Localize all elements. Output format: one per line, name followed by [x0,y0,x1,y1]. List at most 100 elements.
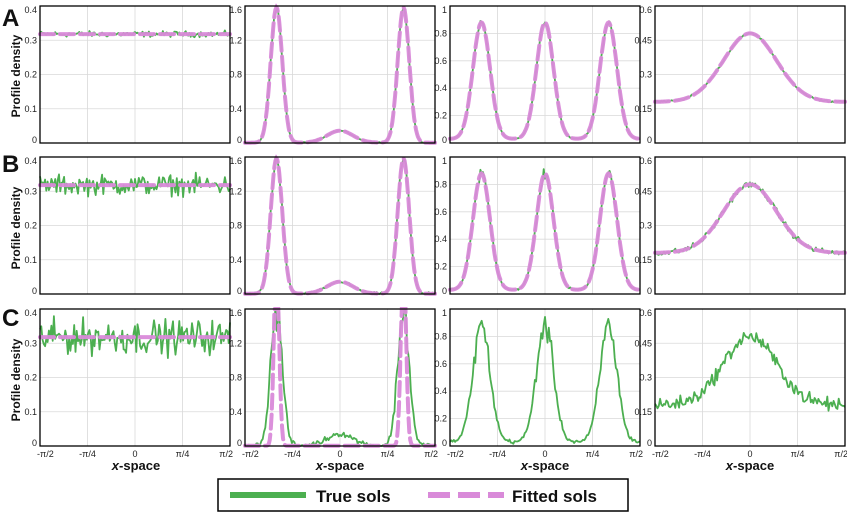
panel-frame [39,156,231,295]
xlabel-rest: -space [733,458,774,473]
x-tick-label: π/4 [586,449,600,459]
y-tick-label: 0.1 [24,255,37,265]
fitted-sols-line [448,170,642,292]
y-tick-label: 0.8 [434,179,447,189]
x-tick-label: -π/2 [447,449,464,459]
panel-frame [654,156,846,295]
y-tick-label: 0.4 [24,156,37,166]
y-tick-label: 0.3 [639,70,652,80]
xlabel-var: x [315,458,324,473]
y-tick-label: 1.6 [229,156,242,166]
xlabel-col-1: x-space [111,458,160,473]
panel-grid: 0 0.1 0.2 0.3 0.4 0 0.4 0.8 1.2 1.6 0 0.2 0.4 0.6 0.8 1… [24,3,847,459]
panel-frame [449,308,641,447]
y-tick-label: 0.45 [634,35,652,45]
y-tick-label: 0.6 [434,359,447,369]
y-tick-label: 1 [442,308,447,318]
y-tick-label: 0.3 [639,221,652,231]
y-tick-label: 0.2 [24,373,37,383]
y-tick-label: 0.2 [24,70,37,80]
y-tick-label: 0 [32,438,37,448]
x-tick-label: π/2 [424,449,438,459]
true-sols-line [449,315,641,445]
y-tick-label: 1.6 [229,308,242,318]
y-tick-label: 1 [442,156,447,166]
x-tick-label: 0 [337,449,342,459]
true-sols-line [654,331,846,412]
y-tick-label: 0.6 [639,5,652,15]
panel-frame [244,156,436,295]
y-tick-label: 0 [237,135,242,145]
y-tick-label: 0.3 [24,338,37,348]
panel-frame [654,5,846,144]
y-tick-label: 0.8 [434,28,447,38]
y-tick-label: 0.6 [639,308,652,318]
x-tick-label: -π/4 [694,449,711,459]
y-tick-label: 0.6 [639,156,652,166]
y-tick-label: 0.4 [24,308,37,318]
x-tick-label: -π/2 [652,449,669,459]
panel-b-2: 0 0.4 0.8 1.2 1.6 [229,154,437,296]
x-tick-label: 0 [747,449,752,459]
row-letter-b: B [2,151,19,178]
ylabel-row-c: Profile density [9,338,23,421]
fitted-sols-line [243,3,437,145]
panel-frame [244,308,436,447]
panel-c-3: 0 0.2 0.4 0.6 0.8 1 -π/2 -π/4 0 π/4 π/2 [434,308,643,459]
panel-frame [39,308,231,447]
y-tick-label: 0.4 [229,407,242,417]
panel-frame [244,5,436,144]
y-tick-label: 0.8 [229,373,242,383]
fitted-sols-line [243,154,437,296]
y-tick-label: 0 [442,135,447,145]
y-tick-label: 1 [442,5,447,15]
y-tick-label: 0.4 [434,234,447,244]
y-tick-label: 0.4 [434,83,447,93]
y-tick-label: 0 [237,438,242,448]
panel-frame [449,156,641,295]
y-tick-label: 1.2 [229,186,242,196]
y-tick-label: 0 [647,286,652,296]
xlabel-rest: -space [528,458,569,473]
panel-b-4: 0 0.15 0.3 0.45 0.6 [634,156,847,296]
y-tick-label: 0.2 [434,262,447,272]
y-tick-label: 0.6 [434,207,447,217]
legend-true-label: True sols [316,487,391,506]
x-tick-label: π/2 [629,449,643,459]
y-tick-label: 0.4 [434,386,447,396]
ylabel-row-b: Profile density [9,186,23,269]
x-tick-label: π/4 [381,449,395,459]
fitted-sols-line [448,19,642,141]
xlabel-col-4: x-space [725,458,774,473]
y-tick-label: 0.8 [229,221,242,231]
y-tick-label: 0 [237,286,242,296]
panel-a-4: 0 0.15 0.3 0.45 0.6 [634,5,847,145]
y-tick-label: 0.3 [24,35,37,45]
x-tick-label: π/2 [219,449,233,459]
y-tick-label: 0 [32,135,37,145]
x-tick-label: -π/2 [242,449,259,459]
x-tick-label: -π/2 [37,449,54,459]
y-tick-label: 0.2 [434,414,447,424]
ylabel-row-a: Profile density [9,34,23,117]
y-tick-label: 1.2 [229,338,242,348]
panel-c-2: 0 0.4 0.8 1.2 1.6 -π/2 -π/4 0 π/4 π/2 [229,307,438,459]
x-tick-label: 0 [132,449,137,459]
y-tick-label: 0.6 [434,56,447,66]
y-tick-label: 0 [442,438,447,448]
y-tick-label: 0.3 [24,186,37,196]
xlabel-var: x [725,458,734,473]
y-tick-label: 0.45 [634,338,652,348]
panel-frame [654,308,846,447]
x-tick-label: π/4 [791,449,805,459]
panel-c-4: 0 0.15 0.3 0.45 0.6 -π/2 -π/4 0 π/4 π/2 [634,308,847,459]
y-tick-label: 0.3 [639,373,652,383]
xlabel-col-3: x-space [520,458,569,473]
x-tick-label: -π/4 [284,449,301,459]
y-tick-label: 0.4 [229,104,242,114]
y-tick-label: 0.15 [634,104,652,114]
y-tick-label: 1.2 [229,35,242,45]
y-tick-label: 0 [647,135,652,145]
row-letter-a: A [2,5,19,32]
